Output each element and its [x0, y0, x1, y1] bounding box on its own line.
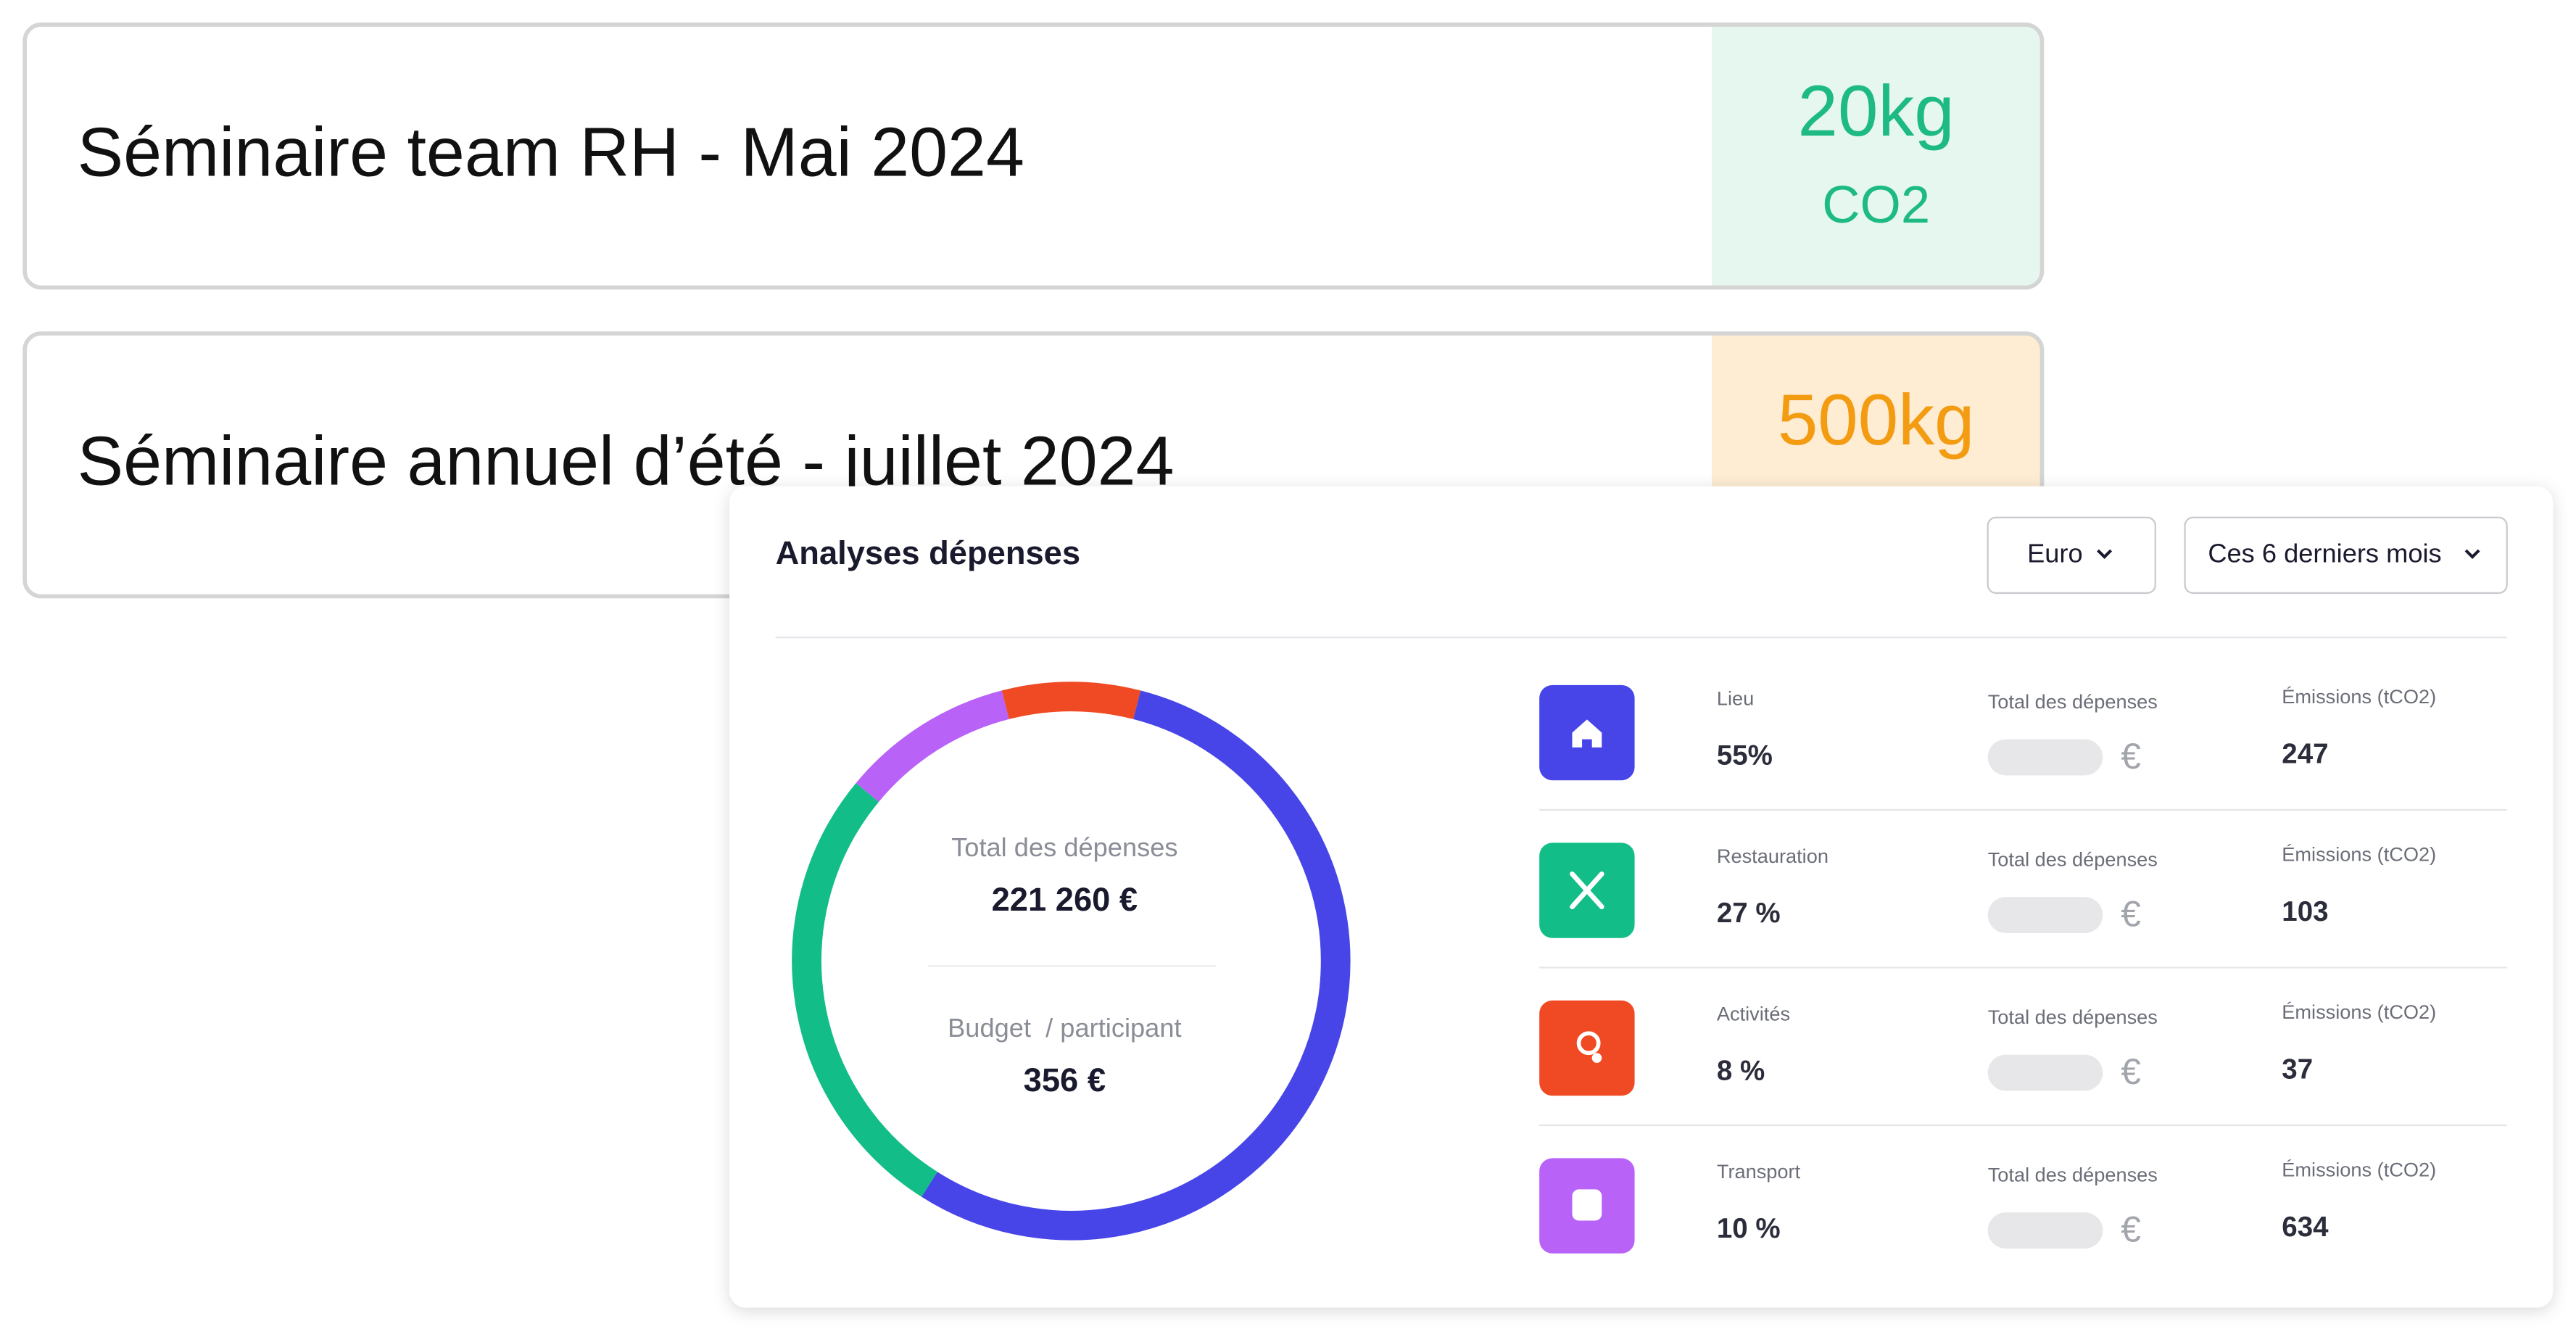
card-bg — [25, 24, 2042, 288]
emissions-value: 37 — [2282, 1053, 2313, 1085]
icon-glyph — [1591, 1053, 1602, 1063]
category-row[interactable]: Lieu 55% Total des dépenses € Émissions (tCO… — [1539, 684, 2507, 811]
icon-glyph — [1572, 719, 1602, 748]
dropdown-box — [2184, 516, 2508, 595]
spend-placeholder — [1987, 1054, 2103, 1091]
currency-symbol: € — [2121, 1209, 2141, 1249]
spend-label: Total des dépenses — [1988, 1163, 2158, 1185]
panel-title: Analyses dépenses — [776, 534, 1080, 571]
emissions-label: Émissions (tCO2) — [2282, 685, 2436, 708]
emissions-value: 634 — [2282, 1212, 2329, 1243]
spend-placeholder — [1987, 739, 2103, 776]
badge-unit: CO2 — [1822, 175, 1930, 234]
category-share: 8 % — [1717, 1056, 1765, 1087]
icon-glyph — [1576, 1031, 1601, 1056]
icon-glyph — [1572, 1189, 1602, 1221]
category-share: 27 % — [1717, 898, 1781, 929]
currency-symbol: € — [2121, 736, 2141, 777]
donut-segment — [1001, 682, 1141, 719]
category-row[interactable]: Restauration 27 % Total des dépenses € Émiss… — [1539, 842, 2507, 969]
spend-label: Total des dépenses — [1988, 690, 2158, 713]
donut-segment — [792, 782, 937, 1197]
category-share: 10 % — [1717, 1213, 1781, 1244]
badge-bg — [1712, 24, 2042, 288]
budget-value: 356 € — [1024, 1061, 1106, 1098]
emissions-label: Émissions (tCO2) — [2282, 843, 2436, 866]
category-name: Activités — [1717, 1002, 1790, 1024]
category-row[interactable]: Activités 8 % Total des dépenses € Émissions… — [1539, 1000, 2507, 1127]
total-value: 221 260 € — [992, 881, 1138, 918]
category-name: Restauration — [1717, 845, 1829, 867]
spend-placeholder — [1987, 1212, 2103, 1249]
period-dropdown[interactable]: Ces 6 derniers mois — [2184, 516, 2508, 595]
badge-amount: 500kg — [1778, 380, 1975, 460]
budget-label: Budget / participant — [948, 1013, 1181, 1043]
chevron — [2464, 549, 2480, 559]
emissions-value: 103 — [2282, 896, 2328, 927]
currency-symbol: € — [2121, 1051, 2141, 1092]
emissions-value: 247 — [2282, 738, 2328, 769]
panel-bg — [729, 486, 2554, 1308]
category-row[interactable]: Transport 10 % Total des dépenses € Émission… — [1539, 1158, 2436, 1254]
dropdown-text: Ces 6 derniers mois — [2208, 538, 2441, 568]
donut-segment — [856, 690, 1009, 803]
spend-placeholder — [1987, 897, 2103, 933]
currency-dropdown[interactable]: Euro — [1987, 516, 2156, 595]
card[interactable]: Séminaire team RH - Mai 2024 20kg CO2 — [22, 22, 2045, 290]
category-share: 55% — [1717, 740, 1773, 771]
emissions-label: Émissions (tCO2) — [2282, 1159, 2436, 1181]
analysis-panel: Analyses dépenses Euro Ces 6 derniers mo… — [729, 486, 2554, 1308]
card-title: Séminaire team RH - Mai 2024 — [78, 115, 1024, 191]
icon-glyph — [1570, 871, 1604, 910]
dropdown-box — [1987, 516, 2156, 595]
card-border — [22, 22, 2045, 290]
badge-amount: 20kg — [1798, 71, 1955, 152]
category-name: Transport — [1717, 1160, 1801, 1183]
category-name: Lieu — [1717, 687, 1754, 709]
currency-symbol: € — [2121, 893, 2141, 934]
total-label: Total des dépenses — [951, 832, 1177, 862]
spend-label: Total des dépenses — [1988, 848, 2158, 870]
category-icon — [1539, 1000, 1635, 1096]
chevron — [2097, 549, 2113, 559]
donut-segment — [922, 690, 1351, 1241]
emissions-label: Émissions (tCO2) — [2282, 1001, 2436, 1023]
dropdown-text: Euro — [2027, 538, 2083, 568]
spend-label: Total des dépenses — [1988, 1006, 2158, 1028]
